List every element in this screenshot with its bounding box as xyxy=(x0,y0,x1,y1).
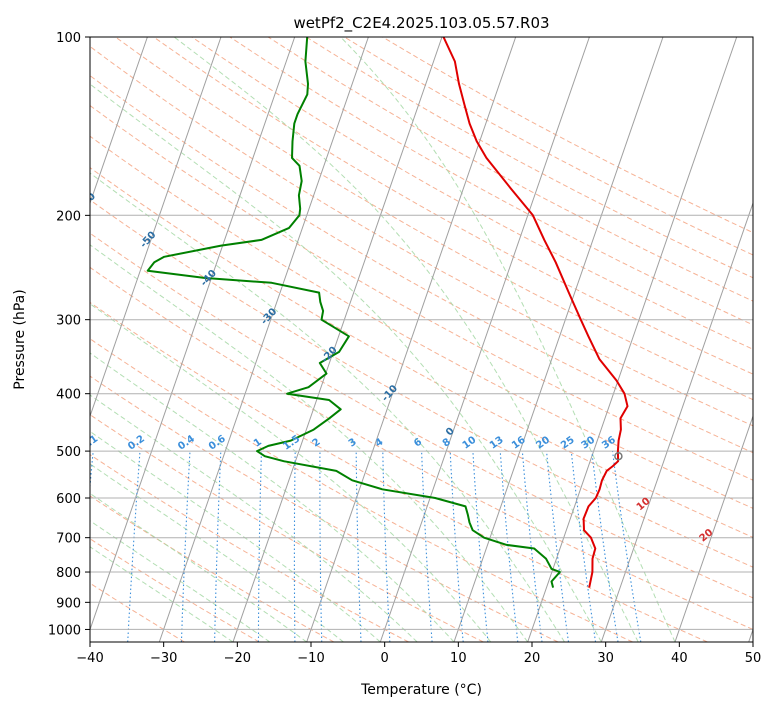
x-tick-label: −30 xyxy=(150,651,177,666)
x-axis-label: Temperature (°C) xyxy=(360,682,482,698)
y-tick-label: 600 xyxy=(56,492,81,507)
x-tick-label: 0 xyxy=(381,651,389,666)
y-tick-label: 200 xyxy=(56,209,81,224)
x-tick-label: −10 xyxy=(297,651,324,666)
y-tick-label: 100 xyxy=(56,31,81,46)
y-tick-label: 1000 xyxy=(48,623,81,638)
x-tick-label: 10 xyxy=(450,651,467,666)
x-tick-label: −20 xyxy=(224,651,251,666)
x-tick-label: 50 xyxy=(745,651,762,666)
x-tick-label: 40 xyxy=(671,651,688,666)
y-tick-label: 900 xyxy=(56,596,81,611)
y-axis-label: Pressure (hPa) xyxy=(12,289,28,389)
x-tick-label: −40 xyxy=(76,651,103,666)
y-tick-label: 400 xyxy=(56,388,81,403)
x-tick-label: 30 xyxy=(597,651,614,666)
x-tick-label: 20 xyxy=(524,651,541,666)
chart-title: wetPf2_C2E4.2025.103.05.57.R03 xyxy=(293,14,549,33)
y-tick-label: 500 xyxy=(56,445,81,460)
y-tick-label: 300 xyxy=(56,314,81,329)
y-tick-label: 800 xyxy=(56,566,81,581)
y-tick-label: 700 xyxy=(56,532,81,547)
